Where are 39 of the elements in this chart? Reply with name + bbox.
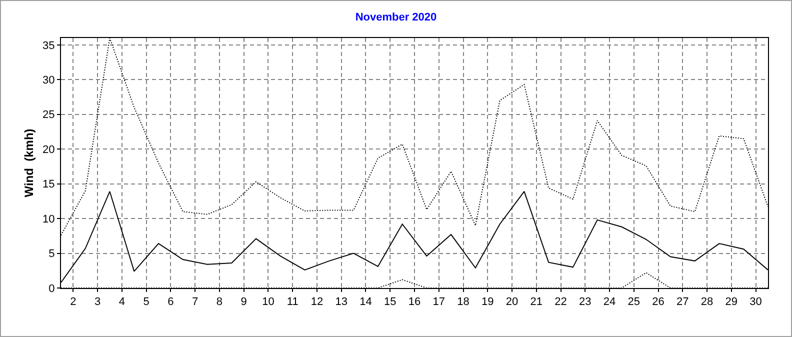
x-tick-label: 11 bbox=[286, 296, 298, 308]
x-tick-label: 21 bbox=[530, 296, 543, 308]
x-tick-label: 22 bbox=[554, 296, 567, 308]
y-tick-label: 0 bbox=[48, 282, 55, 295]
x-tick-label: 3 bbox=[94, 296, 101, 308]
x-tick-label: 4 bbox=[118, 296, 126, 308]
x-tick-label: 24 bbox=[603, 296, 616, 308]
x-tick-label: 12 bbox=[310, 296, 324, 308]
y-tick-label: 35 bbox=[42, 40, 55, 52]
x-tick-label: 7 bbox=[192, 296, 198, 308]
x-tick-label: 26 bbox=[652, 296, 664, 308]
x-tick-label: 30 bbox=[750, 296, 762, 308]
y-tick-label: 15 bbox=[42, 178, 55, 191]
y-tick-label: 30 bbox=[42, 74, 55, 87]
x-tick-label: 15 bbox=[384, 296, 396, 308]
x-tick-label: 6 bbox=[168, 296, 174, 308]
x-tick-label: 2 bbox=[70, 296, 76, 308]
x-tick-label: 28 bbox=[700, 296, 714, 308]
x-tick-label: 8 bbox=[216, 296, 223, 308]
y-tick-label: 25 bbox=[42, 109, 55, 122]
x-tick-label: 27 bbox=[676, 296, 689, 308]
x-tick-label: 5 bbox=[143, 296, 150, 308]
y-tick-label: 10 bbox=[42, 213, 55, 226]
y-axis-title: Wind (kmh) bbox=[22, 128, 36, 198]
x-tick-label: 16 bbox=[408, 296, 421, 308]
x-tick-label: 23 bbox=[579, 296, 592, 308]
x-tick-label: 20 bbox=[506, 296, 518, 308]
x-tick-label: 14 bbox=[360, 296, 372, 308]
x-tick-label: 13 bbox=[335, 296, 348, 308]
x-tick-label: 10 bbox=[262, 296, 274, 308]
y-tick-label: 20 bbox=[42, 144, 55, 156]
x-tick-label: 9 bbox=[240, 296, 247, 308]
chart-title: November 2020 bbox=[355, 11, 437, 24]
x-tick-label: 18 bbox=[457, 296, 470, 308]
x-tick-label: 17 bbox=[432, 296, 446, 308]
x-tick-label: 25 bbox=[628, 296, 640, 308]
x-tick-label: 19 bbox=[482, 296, 494, 308]
y-tick-label: 5 bbox=[48, 248, 55, 260]
x-tick-label: 29 bbox=[725, 296, 738, 308]
